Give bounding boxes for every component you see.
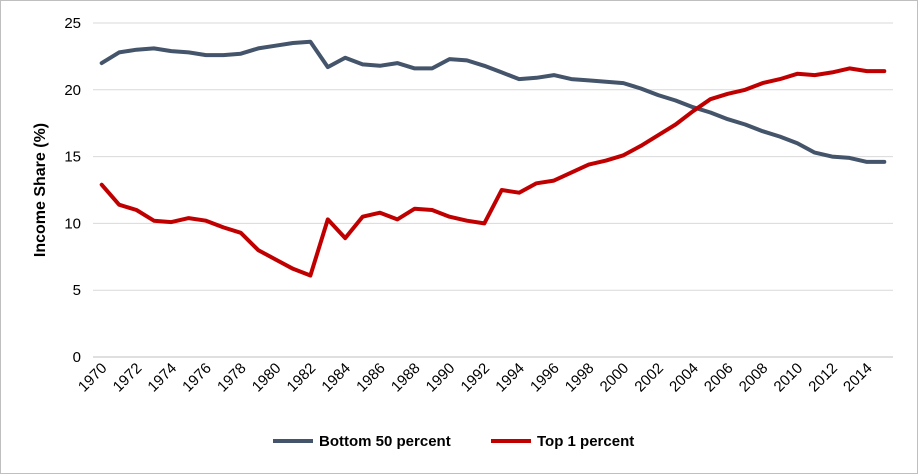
- x-tick-label: 1974: [144, 360, 180, 396]
- legend-label: Bottom 50 percent: [319, 433, 451, 450]
- x-tick-label: 2014: [840, 360, 876, 396]
- x-tick-label: 1976: [179, 360, 215, 396]
- y-axis-title: Income Share (%): [32, 123, 49, 257]
- legend-item: Top 1 percent: [491, 433, 634, 450]
- gridlines: [93, 22, 893, 291]
- y-tick-label: 15: [64, 149, 81, 166]
- x-tick-label: 1990: [423, 360, 459, 396]
- x-tick-label: 2000: [597, 360, 633, 396]
- x-tick-label: 1980: [249, 360, 285, 396]
- y-tick-label: 5: [73, 282, 81, 299]
- y-tick-label: 25: [64, 15, 81, 32]
- x-tick-label: 2010: [771, 360, 807, 396]
- x-tick-label: 1972: [110, 360, 146, 396]
- x-tick-label: 1982: [284, 360, 320, 396]
- y-tick-label: 20: [64, 82, 81, 99]
- legend-label: Top 1 percent: [537, 433, 634, 450]
- x-tick-label: 1978: [214, 360, 250, 396]
- series-line-top-1: [99, 66, 887, 278]
- y-tick-label: 0: [73, 349, 81, 366]
- x-tick-label: 1986: [353, 360, 389, 396]
- y-tick-label: 10: [64, 215, 81, 232]
- legend: Bottom 50 percent Top 1 percent: [273, 433, 634, 450]
- series-line-bottom-50: [99, 39, 887, 164]
- series-lines: [99, 39, 887, 278]
- x-tick-label: 1992: [458, 360, 494, 396]
- x-tick-label: 1998: [562, 360, 598, 396]
- legend-item: Bottom 50 percent: [273, 433, 451, 450]
- x-axis-ticks: 1970 1972 1974 1976 1978 1980 1982 1984 1986 1988…: [75, 360, 876, 396]
- x-tick-label: 1996: [527, 360, 563, 396]
- x-tick-label: 2006: [701, 360, 737, 396]
- x-tick-label: 1984: [318, 360, 354, 396]
- x-tick-label: 1994: [492, 360, 528, 396]
- y-axis-ticks: 0 5 10 15 20 25: [64, 15, 81, 366]
- x-tick-label: 2004: [666, 360, 702, 396]
- x-tick-label: 2002: [631, 360, 667, 396]
- x-tick-label: 1988: [388, 360, 424, 396]
- x-tick-label: 2012: [805, 360, 841, 396]
- x-tick-label: 2008: [736, 360, 772, 396]
